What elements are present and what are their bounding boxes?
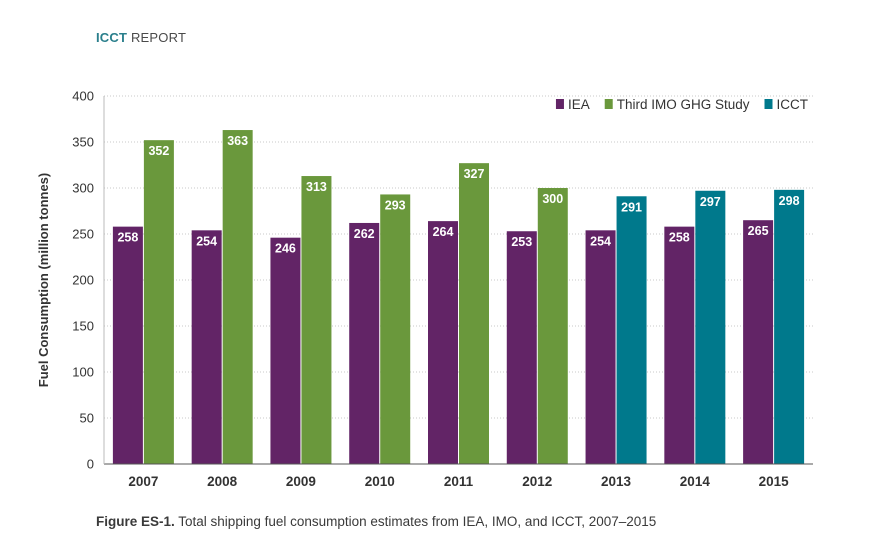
y-tick-label: 50 [80, 411, 94, 426]
bar-iea-2015 [743, 220, 774, 464]
figure-caption-text: Total shipping fuel consumption estimate… [178, 514, 657, 529]
x-tick-label: 2007 [128, 474, 158, 489]
bar-third-imo-ghg-study-2007 [143, 140, 174, 464]
legend: IEA Third IMO GHG Study ICCT [555, 97, 809, 112]
grid-lines [104, 95, 813, 419]
bars: 258 352 254 363 246 313 262 293 264 327 253 300 254 2… [112, 130, 805, 465]
legend-swatch [604, 99, 613, 109]
y-tick-label: 300 [72, 181, 94, 196]
figure-caption: Figure ES-1. Total shipping fuel consump… [96, 514, 656, 529]
legend-label: Third IMO GHG Study [617, 97, 750, 112]
data-label: 258 [117, 231, 138, 245]
y-tick-label: 150 [72, 319, 94, 334]
bar-third-imo-ghg-study-2011 [459, 163, 489, 464]
bar-iea-2010 [349, 222, 380, 464]
header-report: REPORT [130, 30, 187, 45]
header-brand: ICCT [96, 30, 128, 45]
y-axis-ticks: 0 50 100 150 200 250 300 350 400 [72, 89, 94, 472]
bar-iea-2014 [664, 226, 695, 464]
bar-iea-2008 [191, 230, 222, 464]
data-label: 253 [511, 235, 532, 249]
bar-iea-2011 [428, 221, 458, 464]
y-tick-label: 350 [72, 135, 94, 150]
y-tick-label: 250 [72, 227, 94, 242]
x-tick-label: 2011 [444, 474, 474, 489]
bar-third-imo-ghg-study-2009 [301, 176, 332, 465]
data-label: 313 [306, 180, 327, 194]
bar-iea-2013 [585, 230, 616, 464]
y-tick-label: 100 [72, 365, 94, 380]
data-label: 293 [385, 198, 406, 212]
legend-swatch [764, 99, 773, 109]
data-label: 262 [354, 227, 375, 241]
data-label: 363 [227, 134, 248, 148]
x-tick-label: 2012 [522, 474, 552, 489]
legend-label: IEA [568, 97, 590, 112]
bar-icct-2013 [616, 196, 647, 464]
bar-iea-2012 [506, 231, 537, 464]
data-label: 254 [590, 234, 611, 248]
data-label: 291 [621, 200, 642, 214]
bar-iea-2007 [112, 226, 143, 464]
y-axis-label: Fuel Consumption (million tonnes) [36, 173, 51, 387]
data-label: 300 [542, 192, 563, 206]
data-label: 352 [148, 144, 169, 158]
x-tick-label: 2013 [601, 474, 632, 489]
figure-label: Figure ES-1. [96, 514, 175, 529]
bar-icct-2015 [774, 189, 805, 464]
data-label: 246 [275, 242, 296, 256]
bar-iea-2009 [270, 237, 301, 464]
data-label: 254 [196, 234, 217, 248]
y-tick-label: 400 [72, 89, 94, 104]
bar-third-imo-ghg-study-2012 [537, 188, 568, 464]
data-label: 265 [748, 224, 769, 238]
data-label: 258 [669, 231, 690, 245]
bar-icct-2014 [695, 190, 726, 464]
data-label: 298 [779, 194, 800, 208]
legend-swatch [555, 99, 564, 109]
bar-third-imo-ghg-study-2010 [380, 194, 411, 464]
bar-third-imo-ghg-study-2008 [222, 130, 253, 465]
x-tick-label: 2010 [365, 474, 395, 489]
x-axis-ticks: 2007 2008 2009 2010 2011 2012 2013 2014 2015 [128, 474, 789, 489]
data-label: 297 [700, 195, 721, 209]
report-header: ICCT REPORT [96, 30, 186, 45]
y-tick-label: 0 [87, 457, 94, 472]
data-label: 264 [433, 225, 454, 239]
legend-label: ICCT [777, 97, 809, 112]
x-tick-label: 2015 [759, 474, 790, 489]
x-tick-label: 2014 [680, 474, 711, 489]
x-tick-label: 2008 [207, 474, 238, 489]
y-tick-label: 200 [72, 273, 94, 288]
x-tick-label: 2009 [286, 474, 316, 489]
data-label: 327 [464, 167, 485, 181]
